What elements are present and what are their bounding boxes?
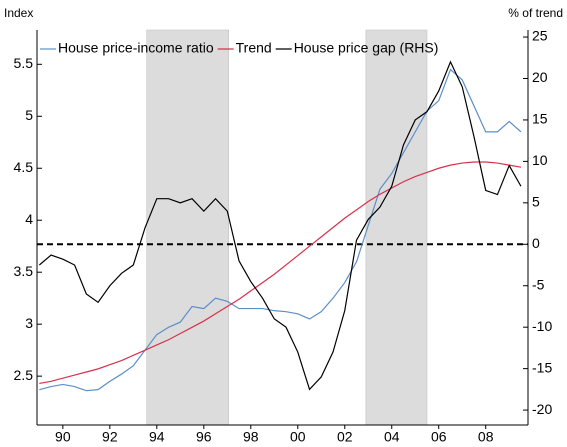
y2-tick-label: -10 <box>532 318 552 334</box>
x-tick-label: 90 <box>55 429 71 445</box>
y2-tick-label: -15 <box>532 359 552 375</box>
y2-tick-label: -5 <box>532 276 545 292</box>
y-tick-label: 3.5 <box>14 263 34 279</box>
legend-label: House price gap (RHS) <box>294 40 439 56</box>
x-tick-label: 98 <box>243 429 259 445</box>
x-tick-label: 02 <box>337 429 353 445</box>
y-tick-label: 4.5 <box>14 159 34 175</box>
x-tick-label: 08 <box>478 429 494 445</box>
y2-tick-label: 15 <box>532 111 548 127</box>
y-axis-label: Index <box>4 6 33 20</box>
y2-tick-label: 0 <box>532 235 540 251</box>
x-tick-label: 06 <box>431 429 447 445</box>
y2-tick-label: 10 <box>532 152 548 168</box>
shaded-period <box>365 29 428 426</box>
y2-tick-label: 20 <box>532 69 548 85</box>
legend-label: Trend <box>236 40 272 56</box>
x-tick-label: 96 <box>196 429 212 445</box>
x-tick-label: 00 <box>290 429 306 445</box>
series-line <box>38 60 522 391</box>
x-tick-label: 92 <box>102 429 118 445</box>
x-tick-label: 04 <box>384 429 400 445</box>
shaded-period <box>146 29 229 426</box>
x-tick-label: 94 <box>149 429 165 445</box>
y2-axis-label: % of trend <box>508 6 563 20</box>
y-tick-label: 5 <box>25 107 33 123</box>
series-line <box>39 161 522 385</box>
legend-label: House price-income ratio <box>58 40 214 56</box>
y-tick-label: 2.5 <box>14 367 34 383</box>
y-tick-label: 4 <box>25 211 33 227</box>
y2-tick-label: 25 <box>532 28 548 44</box>
y-tick-label: 3 <box>25 315 33 331</box>
series-line <box>39 68 522 392</box>
y-tick-label: 5.5 <box>14 55 34 71</box>
y2-tick-label: 5 <box>532 194 540 210</box>
y2-tick-label: -20 <box>532 401 552 417</box>
